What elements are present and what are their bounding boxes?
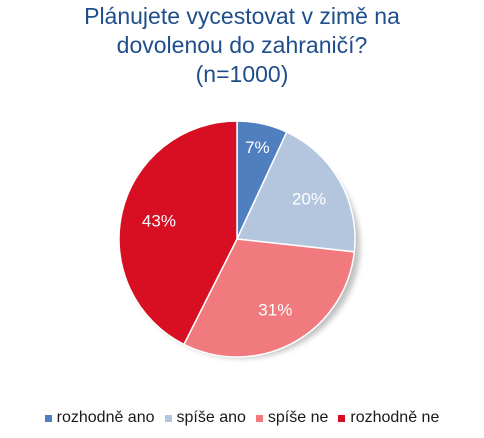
data-label-spise-ne: 31% xyxy=(258,301,292,320)
chart-title: Plánujete vycestovat v zimě na dovolenou… xyxy=(0,2,484,89)
pie-slice-spise-ne xyxy=(182,238,356,358)
legend-swatch xyxy=(44,414,52,422)
chart-title-line-1: Plánujete vycestovat v zimě na xyxy=(84,3,400,29)
legend-label: spíše ne xyxy=(267,409,329,426)
chart-title-line-3: (n=1000) xyxy=(195,61,289,87)
data-label-rozhodne-ne: 43% xyxy=(142,211,176,230)
pie-slice-spise-ano xyxy=(235,131,356,253)
legend-label: spíše ano xyxy=(176,409,246,426)
data-label-spise-ano: 20% xyxy=(292,189,326,208)
legend-item-spise-ano: spíše ano xyxy=(164,409,246,427)
pie-chart: 7% 20% 31% 43% xyxy=(118,120,360,358)
pie-slice-rozhodne-ne xyxy=(118,120,238,346)
legend-swatch xyxy=(164,414,172,422)
legend-item-rozhodne-ne: rozhodně ne xyxy=(338,409,439,427)
legend-label: rozhodně ano xyxy=(56,409,155,426)
legend-item-rozhodne-ano: rozhodně ano xyxy=(44,409,155,427)
chart-title-line-2: dovolenou do zahraničí? xyxy=(116,32,368,58)
legend: rozhodně ano spíše ano spíše ne rozhodně… xyxy=(0,409,484,427)
legend-swatch xyxy=(338,414,346,422)
legend-swatch xyxy=(255,414,263,422)
data-label-rozhodne-ano: 7% xyxy=(245,138,270,157)
legend-label: rozhodně ne xyxy=(350,409,440,426)
legend-item-spise-ne: spíše ne xyxy=(255,409,329,427)
